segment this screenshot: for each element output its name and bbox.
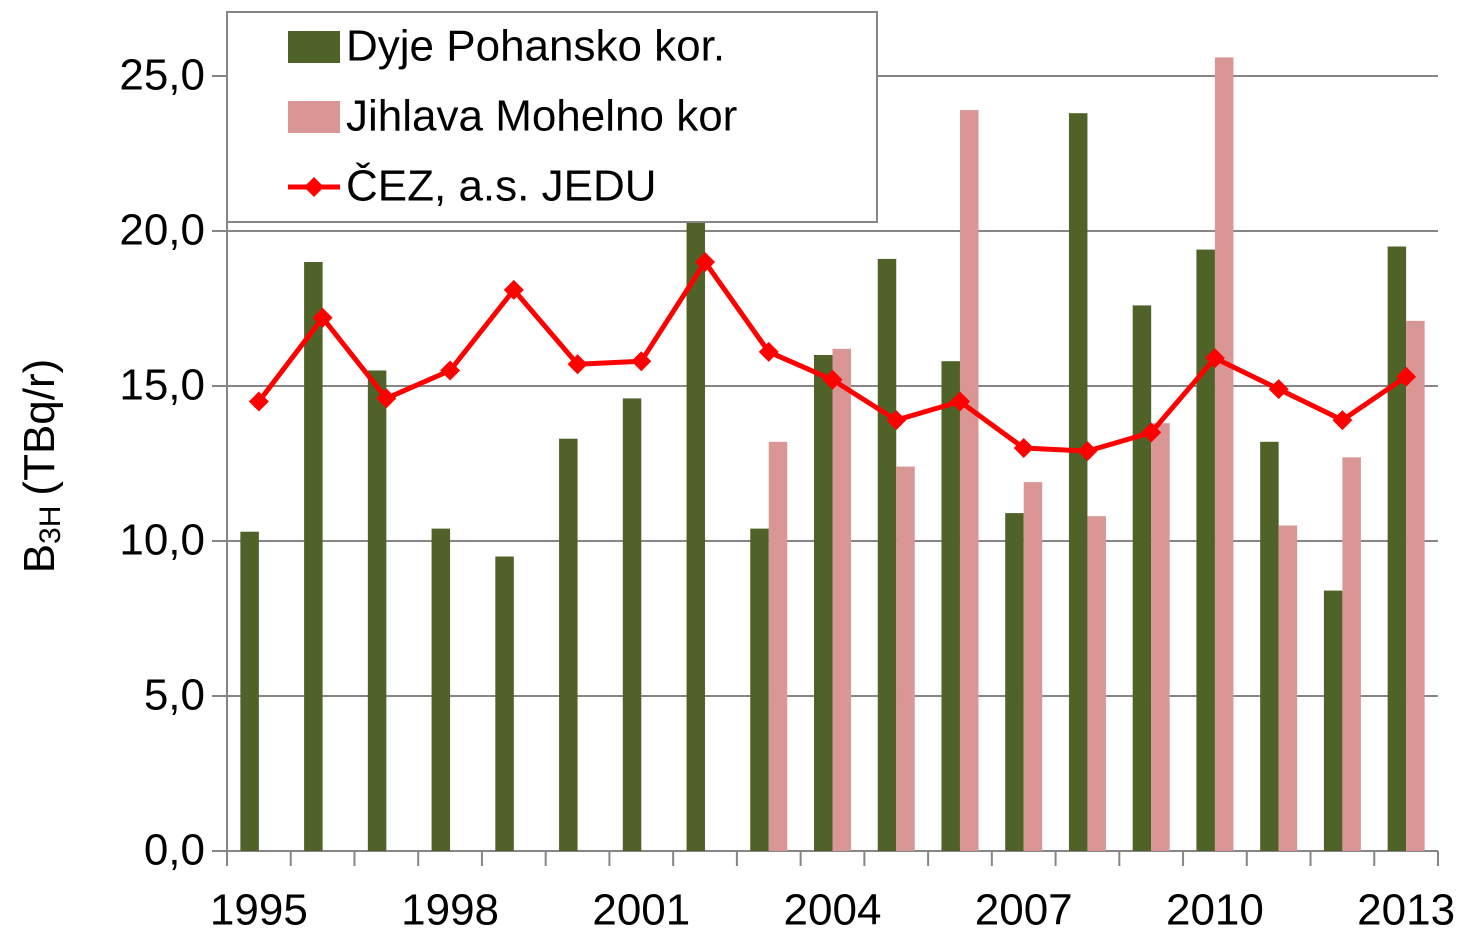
bar: [1342, 457, 1361, 851]
marker: [503, 279, 524, 300]
bar: [240, 531, 259, 851]
marker: [1332, 410, 1353, 431]
bar: [832, 348, 851, 851]
legend-label: Dyje Pohansko kor.: [346, 22, 725, 71]
bar: [814, 355, 833, 851]
bar: [686, 221, 706, 851]
bar: [1132, 305, 1152, 851]
bar: [1260, 441, 1279, 851]
y-axis-label: B3H (TBq/r): [15, 359, 67, 574]
bar: [1196, 249, 1215, 852]
bar: [1387, 246, 1407, 851]
marker: [248, 391, 269, 412]
marker: [1077, 441, 1098, 462]
y-tick-label: 20,0: [119, 206, 205, 255]
y-tick-label: 25,0: [119, 51, 205, 100]
marker: [631, 351, 652, 372]
legend-label: ČEZ, a.s. JEDU: [346, 161, 657, 211]
marker: [440, 360, 461, 381]
bar: [1323, 590, 1343, 851]
y-tick-label: 0,0: [144, 826, 205, 875]
x-tick-label: 2004: [784, 886, 882, 935]
marker: [949, 391, 970, 412]
bar: [959, 110, 979, 852]
bar: [768, 441, 788, 851]
y-label-subscript: 3H: [34, 506, 67, 544]
bar: [304, 262, 323, 851]
legend-label: Jihlava Mohelno kor: [346, 92, 737, 141]
marker: [695, 252, 716, 272]
x-tick-label: 2007: [975, 886, 1073, 935]
bar: [1406, 320, 1425, 851]
marker: [1268, 379, 1289, 400]
x-tick-label: 2013: [1357, 886, 1455, 935]
x-tick-label: 1995: [210, 886, 308, 935]
marker: [567, 354, 588, 375]
marker: [1013, 438, 1034, 458]
y-label-unit: (TBq/r): [15, 359, 64, 496]
bar: [431, 528, 451, 851]
bar: [559, 438, 578, 851]
x-tick-label: 2010: [1166, 886, 1264, 935]
marker: [1396, 366, 1417, 387]
legend-swatch: [288, 31, 340, 63]
x-tick-label: 1998: [401, 886, 499, 935]
y-tick-label: 5,0: [144, 671, 205, 720]
bar: [1023, 482, 1043, 851]
marker: [886, 410, 907, 431]
bar: [750, 528, 769, 851]
bar: [1068, 113, 1088, 851]
marker: [312, 307, 333, 328]
bar: [877, 258, 897, 851]
bar: [1214, 57, 1234, 851]
marker: [1141, 422, 1162, 443]
marker: [758, 341, 779, 362]
bar: [495, 556, 514, 851]
bar: [1151, 423, 1170, 851]
bar: [1005, 513, 1024, 851]
bar: [1278, 525, 1298, 851]
legend-swatch: [288, 101, 340, 133]
bar: [622, 398, 642, 851]
bar: [896, 466, 915, 851]
marker: [1204, 348, 1225, 369]
y-tick-label: 15,0: [119, 361, 205, 410]
y-tick-label: 10,0: [119, 516, 205, 565]
marker: [376, 388, 397, 409]
bar: [1087, 516, 1106, 851]
bar: [941, 361, 960, 851]
marker: [822, 369, 843, 390]
x-tick-label: 2001: [592, 886, 690, 935]
legend-marker: [304, 177, 324, 197]
bar: [367, 370, 387, 851]
y-label-base: B: [15, 544, 64, 573]
